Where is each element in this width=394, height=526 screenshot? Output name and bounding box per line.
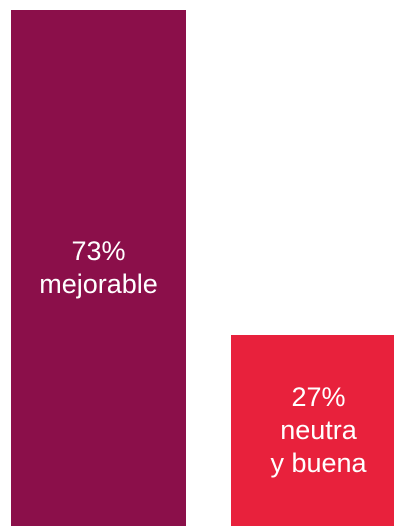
bar-value-label: 27% — [291, 382, 346, 412]
bar-label-mejorable: 73% mejorable — [11, 235, 186, 301]
bar-mejorable: 73% mejorable — [11, 10, 186, 526]
bar-category-label: mejorable — [39, 269, 158, 299]
bar-category-label: y buena — [270, 448, 367, 478]
bar-label-neutra-y-buena: 27% neutra y buena — [231, 381, 394, 480]
bar-neutra-y-buena: 27% neutra y buena — [231, 335, 394, 526]
bar-value-label: 73% — [71, 236, 126, 266]
bar-category-label: neutra — [280, 415, 357, 445]
